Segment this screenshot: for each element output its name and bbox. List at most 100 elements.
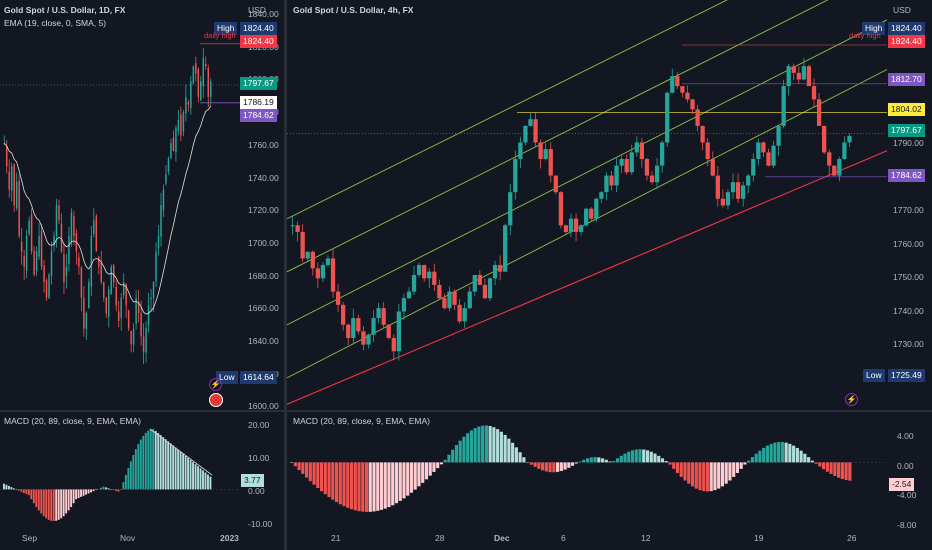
- left-macd-title[interactable]: MACD (20, 89, close, 9, EMA, EMA): [4, 416, 141, 426]
- candle-body: [108, 289, 110, 317]
- macd-bar: [683, 462, 687, 481]
- macd-bar: [162, 437, 165, 490]
- candle-body: [568, 218, 574, 232]
- left-price-pane[interactable]: Gold Spot / U.S. Dollar, 1D, FX EMA (19,…: [0, 0, 284, 411]
- macd-bar: [394, 462, 399, 504]
- candle-body: [518, 142, 523, 160]
- macd-bar: [52, 489, 55, 522]
- candle-body: [88, 282, 90, 309]
- right-macd-title[interactable]: MACD (20, 89, close, 9, EMA, EMA): [293, 416, 430, 426]
- left-low-tag: Low: [216, 371, 238, 384]
- candle-body: [137, 302, 140, 314]
- macd-bar: [784, 442, 788, 463]
- candle-body: [563, 225, 569, 232]
- candle-body: [700, 125, 705, 143]
- candle-body: [190, 81, 192, 108]
- candle-body: [341, 304, 346, 325]
- macd-bar: [80, 489, 83, 497]
- right-time-axis[interactable]: 21 28 Dec 6 12 19 26: [287, 530, 932, 550]
- macd-bar: [687, 462, 691, 484]
- left-time-axis[interactable]: Sep Nov 2023: [0, 530, 284, 550]
- macd-bar: [293, 462, 297, 467]
- candle-body: [160, 205, 162, 237]
- macd-bar: [556, 462, 560, 472]
- candle-body: [180, 115, 182, 136]
- macd-bar: [769, 443, 773, 463]
- macd-bar: [174, 447, 177, 490]
- right-macd-pane[interactable]: MACD (20, 89, close, 9, EMA, EMA) 4.00 0.…: [287, 412, 932, 530]
- candle-body: [35, 251, 38, 272]
- candle-body: [200, 81, 202, 101]
- candle-body: [115, 287, 117, 306]
- macd-bar: [12, 488, 15, 490]
- right-macd-chart[interactable]: [287, 412, 932, 528]
- candle-body: [122, 282, 125, 295]
- candle-body: [741, 185, 746, 199]
- macd-bar: [421, 462, 425, 483]
- macd-bar: [518, 452, 522, 463]
- macd-bar: [62, 489, 65, 517]
- left-macd-chart[interactable]: [0, 412, 284, 528]
- candle-body: [147, 305, 150, 325]
- macd-bar: [152, 428, 155, 490]
- candle-body: [670, 76, 675, 93]
- candle-body: [776, 125, 781, 146]
- candle-body: [766, 152, 771, 166]
- left-macd-pane[interactable]: MACD (20, 89, close, 9, EMA, EMA) 20.00 1…: [0, 412, 284, 529]
- candle-body: [185, 96, 187, 114]
- macd-bar: [578, 461, 582, 463]
- macd-bar: [5, 484, 8, 490]
- time-tick-label: Dec: [494, 533, 510, 543]
- left-flag-icon[interactable]: [209, 393, 223, 407]
- macd-bar: [391, 462, 395, 506]
- macd-bar: [406, 462, 410, 496]
- candle-body: [28, 220, 30, 234]
- macd-bar: [657, 455, 661, 463]
- macd-bar: [368, 462, 372, 512]
- macd-bar: [571, 462, 575, 466]
- candle-body: [112, 265, 115, 283]
- right-lightning-icon[interactable]: ⚡: [845, 393, 858, 406]
- macd-bar: [672, 462, 676, 469]
- macd-bar: [169, 443, 172, 490]
- candle-body: [53, 235, 55, 246]
- candle-body: [197, 68, 200, 97]
- candle-body: [730, 182, 736, 193]
- right-price-tag-purple-bottom: 1784.62: [888, 169, 925, 182]
- macd-bar: [192, 462, 194, 490]
- price-tick-label: -8.00: [897, 519, 917, 530]
- right-price-tag-yellow: 1804.02: [888, 103, 925, 116]
- macd-bar: [97, 488, 100, 490]
- macd-bar: [818, 462, 822, 467]
- macd-bar: [107, 488, 110, 490]
- macd-bar: [762, 447, 766, 463]
- macd-bar: [814, 462, 818, 464]
- macd-bar: [499, 431, 503, 463]
- right-price-chart[interactable]: [287, 0, 932, 410]
- channel-line: [287, 0, 728, 220]
- candle-body: [45, 280, 48, 298]
- macd-bar: [758, 450, 762, 463]
- left-lightning-icon[interactable]: ⚡: [209, 378, 222, 391]
- candle-body: [487, 278, 493, 299]
- macd-bar: [544, 462, 548, 472]
- left-ema-legend[interactable]: EMA (19, close, 0, SMA, 5): [4, 18, 107, 28]
- candle-body: [361, 331, 366, 345]
- macd-bar: [45, 489, 48, 519]
- candle-body: [695, 109, 700, 126]
- candle-body: [751, 159, 756, 176]
- left-price-chart[interactable]: [0, 0, 284, 410]
- candle-body: [599, 192, 604, 199]
- ema-line: [3, 105, 212, 315]
- macd-bar: [312, 462, 316, 485]
- price-tick-label: 1700.00: [248, 237, 279, 248]
- macd-bar: [803, 453, 807, 463]
- macd-bar: [653, 453, 657, 463]
- price-tick-label: 1720.00: [248, 205, 279, 216]
- left-low-value-tag: 1614.64: [240, 371, 277, 384]
- candle-body: [73, 216, 75, 236]
- macd-bar: [649, 451, 653, 463]
- right-price-pane[interactable]: Gold Spot / U.S. Dollar, 4h, FX USD 1820…: [287, 0, 932, 410]
- candle-body: [680, 86, 685, 93]
- right-price-tag-purple-top: 1812.70: [888, 73, 925, 86]
